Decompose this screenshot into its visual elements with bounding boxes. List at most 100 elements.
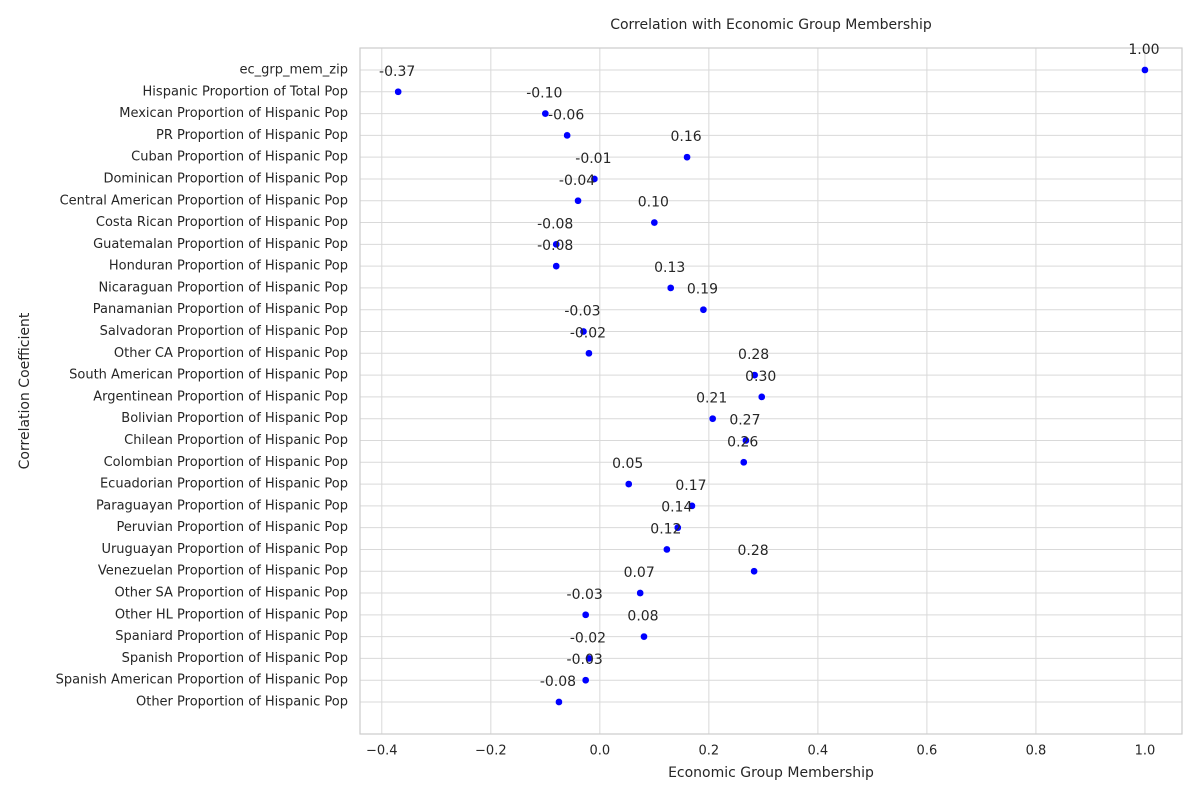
y-tick-label: Venezuelan Proportion of Hispanic Pop [98,564,348,579]
y-tick-label: Ecuadorian Proportion of Hispanic Pop [100,477,348,492]
y-tick-label: Spaniard Proportion of Hispanic Pop [115,629,348,644]
x-tick-label: 1.0 [1135,744,1156,759]
y-tick-label: Other Proportion of Hispanic Pop [136,695,348,710]
x-tick-label: −0.2 [475,744,507,759]
x-tick-label: 0.2 [699,744,720,759]
x-tick-label: −0.4 [366,744,398,759]
x-tick-label: 0.4 [808,744,829,759]
point [624,480,633,488]
point [673,523,682,532]
y-tick-label: Panamanian Proportion of Hispanic Pop [93,302,348,317]
data-label: 0.21 [696,391,727,407]
data-label: -0.08 [537,238,573,254]
data-label: 0.10 [638,195,669,211]
y-tick-label: Central American Proportion of Hispanic … [60,193,348,208]
data-label: -0.10 [526,86,562,102]
data-label: -0.03 [567,587,603,603]
data-label: -0.03 [564,304,600,320]
y-tick-label: Argentinean Proportion of Hispanic Pop [93,389,348,404]
y-tick-label: South American Proportion of Hispanic Po… [69,368,348,383]
point [581,676,590,685]
data-label: -0.03 [567,652,603,668]
point [739,458,748,467]
point [683,153,691,162]
point [541,109,550,118]
data-label: -0.04 [559,173,595,189]
x-tick-label: 0.0 [589,744,610,759]
data-label: -0.02 [570,630,606,646]
point [750,371,759,379]
data-label: 0.26 [727,434,758,450]
y-tick-label: Guatemalan Proportion of Hispanic Pop [93,237,348,252]
point [555,698,563,706]
y-tick-label: Costa Rican Proportion of Hispanic Pop [96,215,348,230]
data-label: 0.05 [612,456,643,472]
y-tick-label: Paraguayan Proportion of Hispanic Pop [96,498,348,513]
y-tick-label: Bolivian Proportion of Hispanic Pop [121,411,348,426]
y-tick-label: Chilean Proportion of Hispanic Pop [124,433,348,448]
point [1141,66,1149,74]
point [688,502,696,510]
point [585,654,593,663]
y-tick-label: Other CA Proportion of Hispanic Pop [114,346,348,361]
data-label: -0.08 [537,216,573,232]
data-label: 0.14 [661,500,692,516]
point [666,284,675,292]
point [574,196,582,205]
point [579,327,588,336]
y-tick-label: Uruguayan Proportion of Hispanic Pop [101,542,348,557]
y-tick-label: Salvadoran Proportion of Hispanic Pop [100,324,348,339]
point [590,175,599,183]
point [394,87,403,96]
data-label: 0.12 [650,521,681,537]
data-label: 0.27 [729,412,760,428]
point [563,131,571,140]
data-label: -0.02 [570,325,606,341]
y-tick-label: Other SA Proportion of Hispanic Pop [114,586,348,601]
point [650,218,659,227]
point [636,589,645,597]
point [552,240,561,249]
data-label: 0.30 [745,369,776,385]
data-label: 0.19 [687,282,718,298]
y-tick-label: Mexican Proportion of Hispanic Pop [119,106,348,121]
data-label: 0.28 [738,347,769,363]
y-tick-label: Spanish American Proportion of Hispanic … [56,673,348,688]
data-label: 0.28 [738,543,769,559]
point [699,305,708,314]
point [663,545,671,554]
point [742,436,750,445]
point [581,610,590,619]
y-tick-label: Colombian Proportion of Hispanic Pop [104,455,348,470]
point [552,262,561,270]
x-tick-label: 0.6 [917,744,938,759]
y-tick-label: Peruvian Proportion of Hispanic Pop [116,520,348,535]
point [640,632,648,641]
data-label: 1.00 [1128,42,1159,58]
y-tick-label: Nicaraguan Proportion of Hispanic Pop [98,280,348,295]
data-label: 0.13 [654,260,685,276]
y-tick-label: Hispanic Proportion of Total Pop [143,84,348,99]
y-tick-label: PR Proportion of Hispanic Pop [156,128,348,143]
data-label: -0.08 [540,674,576,690]
y-axis-label: Correlation Coefficient [17,312,33,469]
point [757,393,766,401]
data-label: -0.06 [548,107,584,123]
y-tick-label: Honduran Proportion of Hispanic Pop [109,259,348,274]
data-label: 0.16 [670,129,701,145]
data-label: 0.08 [627,609,658,625]
chart-title: Correlation with Economic Group Membersh… [610,17,932,33]
data-label: -0.01 [575,151,611,167]
y-tick-label: Dominican Proportion of Hispanic Pop [103,171,348,186]
data-label: 0.17 [675,478,706,494]
data-label: -0.37 [379,64,415,80]
plot-frame [359,47,1183,735]
y-tick-label: ec_grp_mem_zip [239,63,348,78]
data-label: 0.07 [624,565,655,581]
x-tick-label: 0.8 [1026,744,1047,759]
x-axis-label: Economic Group Membership [668,765,874,781]
point [750,567,758,576]
point [585,349,593,358]
y-tick-label: Other HL Proportion of Hispanic Pop [115,607,348,622]
